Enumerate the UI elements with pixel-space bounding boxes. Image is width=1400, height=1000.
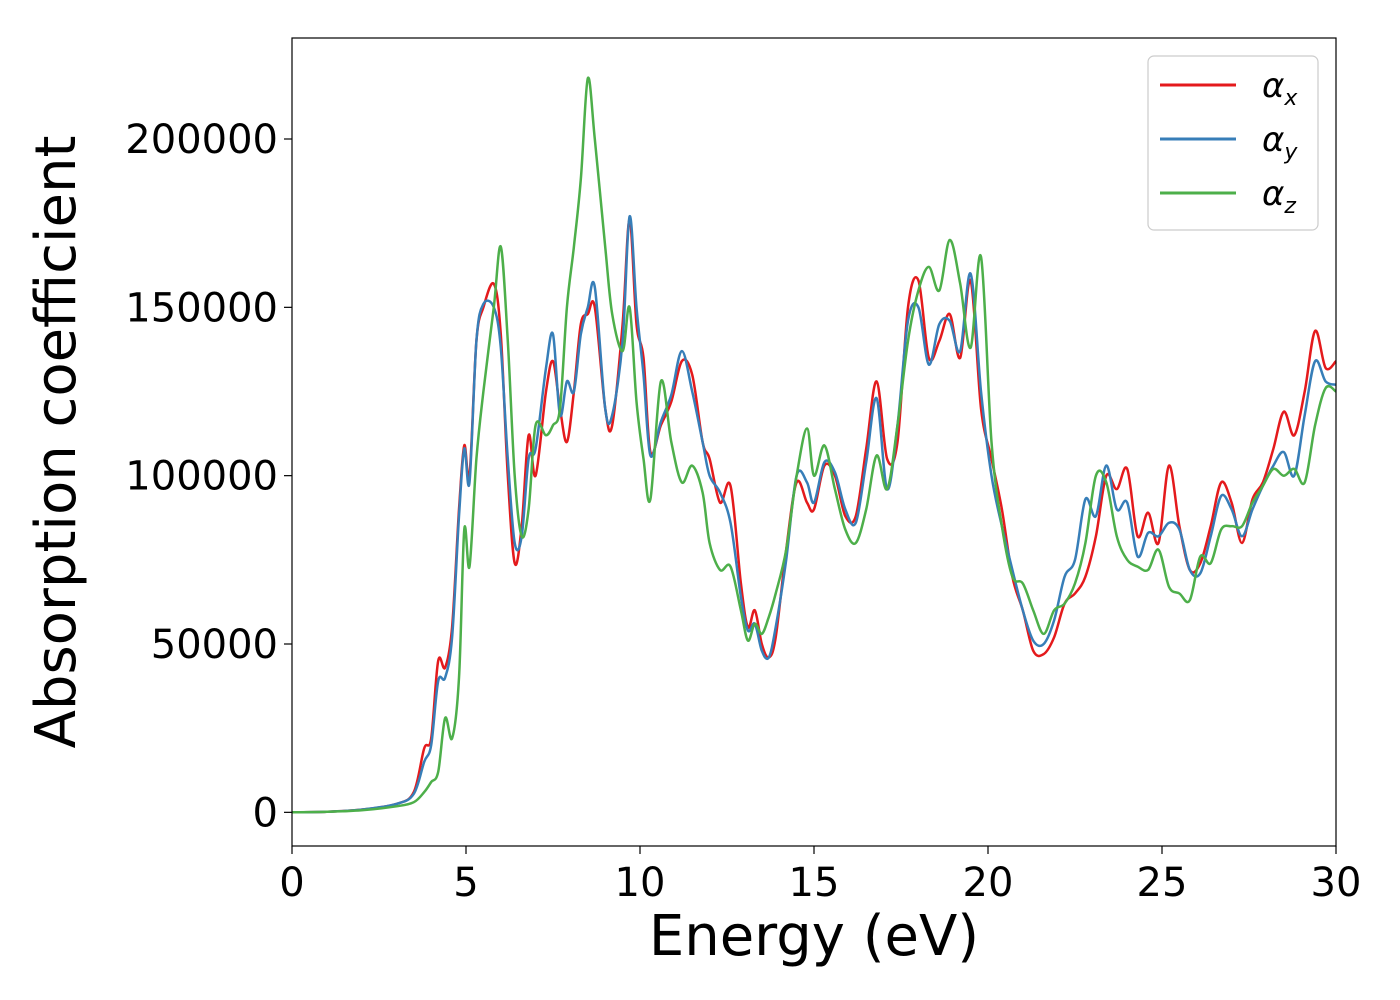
legend-label-x: αx [1262,66,1298,111]
legend-label-y: αy [1262,120,1298,165]
y-tick-label: 200000 [125,117,278,163]
series-line-z [291,76,1337,814]
y-tick-label: 150000 [125,285,278,331]
x-tick-label: 0 [279,860,304,906]
series-lines [291,76,1337,814]
y-axis-title: Absorption coefficient [24,136,89,749]
series-line-y [291,215,1337,814]
x-tick-label: 20 [963,860,1014,906]
x-tick-label: 10 [615,860,666,906]
legend: αx αy αz [1147,55,1319,231]
legend-label-z: αz [1262,174,1296,219]
y-tick-label: 0 [253,790,278,836]
legend-box [1147,55,1319,231]
x-tick-label: 5 [453,860,478,906]
y-tick-label: 50000 [151,622,278,668]
x-tick-label: 25 [1137,860,1188,906]
y-axis-ticks: 0 50000 100000 150000 200000 [125,117,292,836]
x-axis-title: Energy (eV) [649,904,979,969]
x-tick-label: 15 [789,860,840,906]
x-tick-label: 30 [1311,860,1362,906]
y-tick-label: 100000 [125,454,278,500]
x-axis-ticks: 0 5 10 15 20 25 30 [279,846,1361,906]
